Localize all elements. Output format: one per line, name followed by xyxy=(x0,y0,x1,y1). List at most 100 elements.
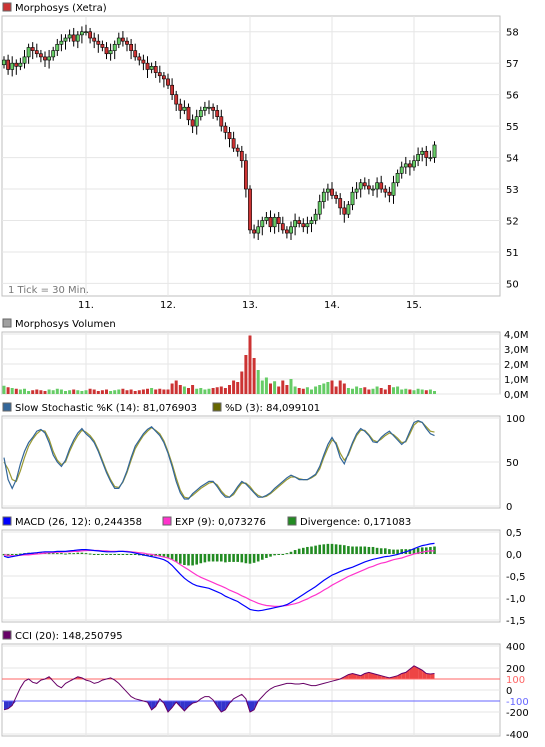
candle-body xyxy=(125,40,129,45)
candle-body xyxy=(313,213,318,221)
cci-oversold-fill xyxy=(184,701,189,711)
volume-bar xyxy=(277,386,281,394)
divergence-bar xyxy=(244,554,248,564)
volume-bar xyxy=(244,355,248,394)
candle-body xyxy=(424,150,429,158)
candle-body xyxy=(104,47,109,55)
candle-body xyxy=(428,157,433,159)
cci-legend: CCI (20): 148,250795 xyxy=(15,631,123,642)
volume-bar xyxy=(203,389,207,394)
stoch-k-swatch xyxy=(2,402,12,412)
divergence-bar xyxy=(174,554,178,562)
candle-body xyxy=(190,119,195,127)
divergence-bar xyxy=(355,546,358,554)
volume-bar xyxy=(109,391,113,394)
divergence-swatch xyxy=(287,516,297,526)
candle-body xyxy=(256,226,261,234)
cci-oversold-fill xyxy=(180,701,185,711)
volume-bar xyxy=(150,388,154,394)
x-tick-label: 13. xyxy=(242,300,258,311)
candle-body xyxy=(248,188,252,231)
divergence-bar xyxy=(240,554,244,563)
volume-bar xyxy=(383,389,387,394)
divergence-bar xyxy=(277,554,280,555)
y-tick-label: 54 xyxy=(506,154,519,165)
volume-bar xyxy=(428,389,432,394)
divergence-bar xyxy=(371,546,375,554)
candle-body xyxy=(399,166,404,174)
volume-bar xyxy=(281,380,285,394)
divergence-bar xyxy=(412,548,416,554)
candle-body xyxy=(366,185,371,190)
exp-swatch xyxy=(162,516,172,526)
y-tick-label: 57 xyxy=(506,59,519,70)
candle-body xyxy=(231,138,236,149)
divergence-bar xyxy=(60,553,63,555)
price-frame xyxy=(1,15,501,297)
divergence-bar xyxy=(35,552,39,554)
divergence-bar xyxy=(109,554,112,555)
divergence-bar xyxy=(203,554,207,563)
candle-body xyxy=(30,47,35,51)
divergence-bar xyxy=(19,553,22,555)
cci-oversold-fill xyxy=(8,701,13,709)
candle-body xyxy=(14,62,19,67)
cci-oversold-fill xyxy=(4,701,9,710)
volume-bar xyxy=(158,388,162,394)
candle-body xyxy=(34,50,39,55)
divergence-bar xyxy=(379,548,383,554)
stoch-y-ticks: 0 50 100 xyxy=(506,414,525,513)
candle-body xyxy=(84,31,88,34)
cci-overbought-fill xyxy=(368,672,373,679)
candle-body xyxy=(317,201,322,215)
volume-bar xyxy=(137,390,141,394)
candle-body xyxy=(375,182,380,190)
divergence-bar xyxy=(433,546,436,554)
divergence-bar xyxy=(88,553,92,555)
divergence-bar xyxy=(125,554,129,555)
volume-bar xyxy=(207,388,211,394)
divergence-bar xyxy=(425,547,428,554)
divergence-bar xyxy=(248,554,252,564)
divergence-bar xyxy=(302,547,305,554)
y-tick-label: 58 xyxy=(506,28,519,39)
candle-body xyxy=(325,188,330,193)
volume-bar xyxy=(10,388,14,394)
volume-bar xyxy=(187,388,190,394)
volume-bar xyxy=(121,388,125,394)
divergence-bar xyxy=(392,549,395,554)
candle-body xyxy=(63,37,68,42)
cci-overbought-fill xyxy=(405,669,410,679)
divergence-bar xyxy=(326,543,330,554)
divergence-bar xyxy=(400,549,403,554)
macd-y-ticks: 0,5 0,0 -0,5 -1,0 -1,5 xyxy=(506,528,526,627)
volume-bar xyxy=(170,383,174,394)
candle-body xyxy=(252,229,257,234)
x-tick-label: 15. xyxy=(406,300,422,311)
divergence-bar xyxy=(80,552,84,554)
candle-body xyxy=(55,44,60,51)
candle-body xyxy=(420,150,425,155)
divergence-bar xyxy=(269,554,272,557)
divergence-bar xyxy=(179,554,182,564)
candle-body xyxy=(116,37,121,45)
volume-bar xyxy=(178,385,182,394)
x-tick-label: 14. xyxy=(324,300,340,311)
candle-body xyxy=(18,62,23,67)
cci-overbought-fill xyxy=(430,673,435,679)
x-tick-label: 12. xyxy=(160,300,176,311)
candle-body xyxy=(145,62,150,70)
divergence-bar xyxy=(228,554,231,562)
volume-panel: Morphosys Volumen 0,0M 1,0M 2,0M 3,0M 4,0M xyxy=(1,318,529,401)
y-tick-label: 53 xyxy=(506,185,519,196)
volume-bar xyxy=(113,390,117,394)
cci-overbought-fill xyxy=(422,670,427,679)
y-tick-label: 100 xyxy=(506,414,525,425)
macd-grid xyxy=(2,530,500,622)
y-tick-label: 56 xyxy=(506,91,519,102)
price-grid xyxy=(2,16,500,296)
candle-body xyxy=(182,106,187,111)
macd-swatch xyxy=(2,516,12,526)
candle-body xyxy=(301,223,306,228)
